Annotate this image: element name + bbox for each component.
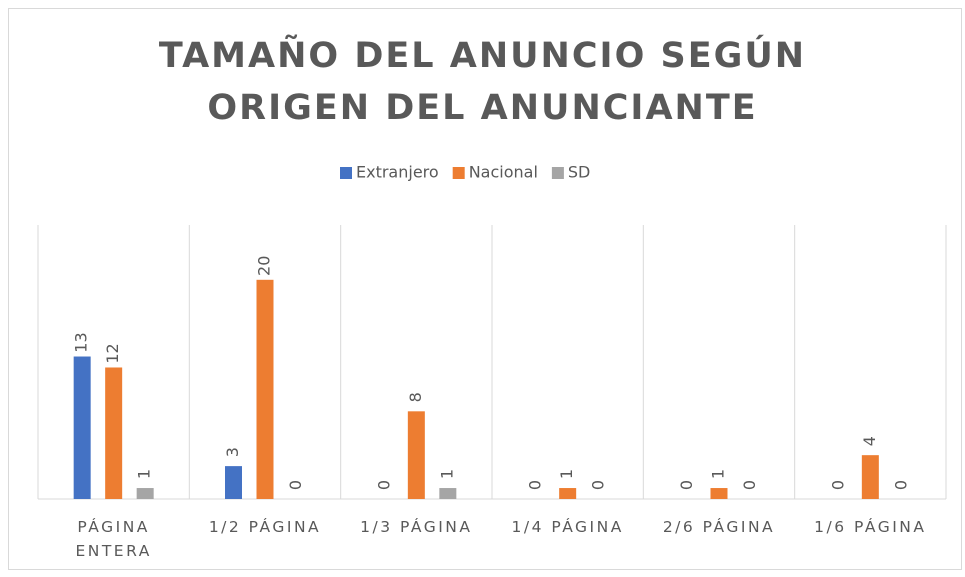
bar	[407, 411, 425, 499]
legend-swatch	[340, 167, 352, 179]
bar	[439, 488, 457, 499]
bar	[710, 488, 728, 499]
data-label: 0	[286, 480, 305, 490]
bar	[73, 356, 91, 499]
data-label: 1	[437, 469, 456, 479]
x-tick-label: 1/4 PÁGINA	[511, 518, 624, 536]
x-tick-label: 1/6 PÁGINA	[814, 518, 927, 536]
x-tick-label: PÁGINA ENTERA	[75, 518, 152, 560]
x-tick-label: 1/2 PÁGINA	[208, 518, 322, 536]
data-label: 0	[374, 480, 393, 490]
chart-border	[8, 8, 962, 570]
bar	[861, 455, 879, 499]
data-label: 8	[406, 392, 425, 402]
legend-label: Nacional	[469, 163, 538, 182]
data-label: 13	[72, 332, 91, 352]
data-label: 0	[891, 480, 910, 490]
data-label: 20	[255, 256, 274, 276]
legend-swatch	[551, 167, 564, 179]
data-label: 0	[740, 480, 759, 490]
bar	[256, 279, 274, 499]
bar	[559, 488, 577, 499]
data-label: 0	[828, 480, 847, 490]
data-label: 0	[589, 480, 608, 490]
bar	[105, 367, 123, 499]
data-label: 1	[135, 469, 154, 479]
data-label: 4	[860, 436, 879, 446]
chart-title: TAMAÑO DEL ANUNCIO SEGÚN ORIGEN DEL ANUN…	[158, 36, 807, 128]
data-label: 0	[526, 480, 545, 490]
bar	[136, 488, 154, 499]
data-label: 0	[677, 480, 696, 490]
data-label: 3	[223, 447, 242, 457]
legend-label: Extranjero	[356, 163, 439, 182]
data-label: 12	[103, 343, 122, 363]
legend-label: SD	[568, 163, 590, 182]
x-tick-label: 2/6 PÁGINA	[662, 518, 776, 536]
data-label: 1	[709, 469, 728, 479]
x-tick-label: 1/3 PÁGINA	[360, 518, 473, 536]
bar	[225, 466, 242, 499]
data-label: 1	[557, 469, 576, 479]
legend-swatch	[452, 167, 465, 179]
